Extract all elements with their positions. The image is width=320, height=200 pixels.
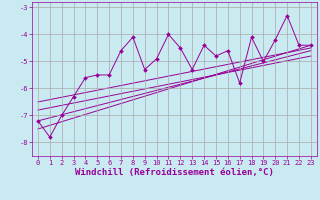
X-axis label: Windchill (Refroidissement éolien,°C): Windchill (Refroidissement éolien,°C) [75,168,274,177]
